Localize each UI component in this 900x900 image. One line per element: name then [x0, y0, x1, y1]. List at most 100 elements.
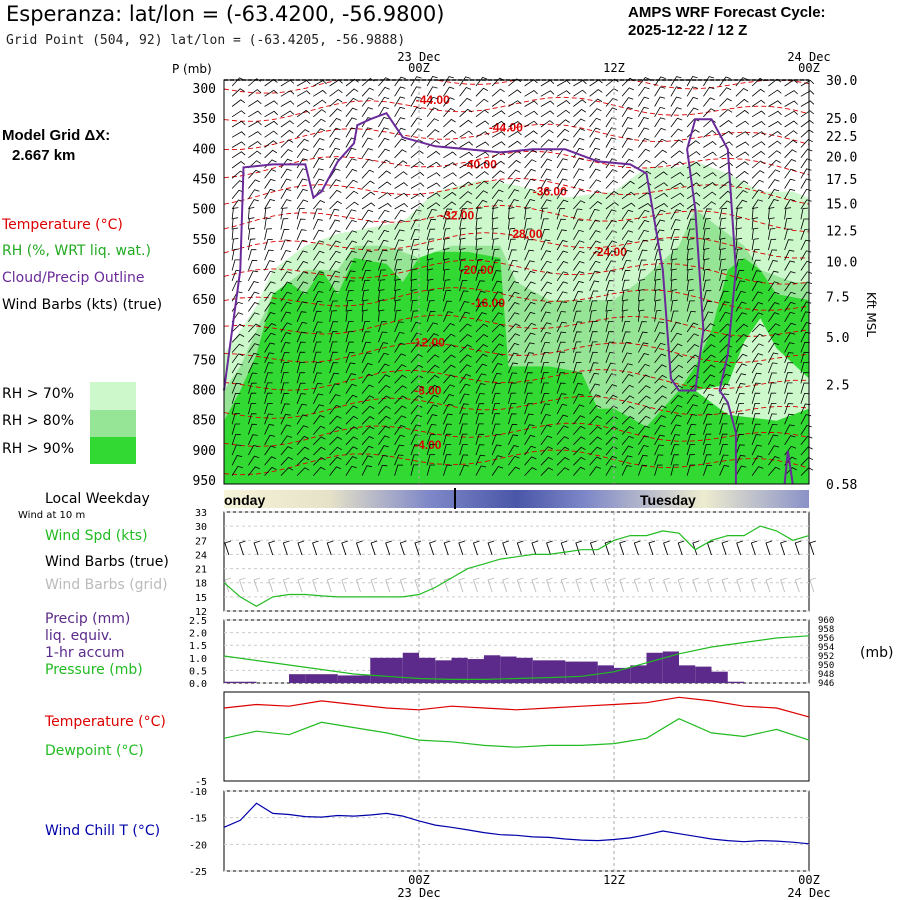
wind-barb	[329, 415, 342, 425]
wind-barb	[426, 394, 439, 405]
wind-barb	[361, 202, 376, 210]
wind-barb	[329, 108, 342, 118]
wind-barb	[638, 425, 650, 435]
wind-barb-true	[399, 540, 407, 556]
legend-rh90-swatch	[90, 437, 136, 464]
wind-barb	[459, 161, 473, 169]
wind-barb	[605, 352, 615, 363]
wind-barb	[540, 341, 551, 353]
wind-barb	[638, 353, 650, 364]
wind-barb	[784, 467, 797, 476]
wind-barb	[361, 230, 374, 241]
wind-barb	[540, 260, 552, 271]
wind-barb	[524, 100, 538, 107]
wind-barb	[589, 127, 601, 138]
wind-barb	[540, 435, 553, 446]
wind-barb	[459, 237, 466, 251]
wind-barb	[670, 107, 682, 118]
wind-barb	[394, 299, 401, 312]
wind-barb	[573, 250, 585, 261]
wind-barb	[605, 341, 615, 353]
wind-barb-true	[253, 540, 261, 556]
wind-barb	[475, 190, 488, 200]
wind-barb-grid	[604, 577, 612, 593]
precip-bar	[630, 665, 647, 683]
legend-dewpoint: Dewpoint (°C)	[45, 743, 144, 759]
wind-barb	[329, 168, 341, 179]
wind-barb	[378, 229, 390, 241]
wind-barb	[378, 239, 389, 251]
wind-barb	[491, 392, 501, 404]
wind-barb-grid	[794, 577, 802, 593]
wind-barb	[654, 127, 666, 138]
wind-barb	[751, 323, 765, 333]
wind-barb	[378, 352, 389, 364]
wind-barb	[459, 301, 470, 312]
wind-barb	[719, 423, 728, 435]
wind-barb	[556, 178, 568, 189]
wind-barb	[719, 87, 732, 97]
wind-barb-true	[589, 540, 597, 556]
precip-tick: 0.5	[189, 666, 207, 677]
wind-barb	[638, 209, 650, 220]
wind-barb	[508, 403, 517, 415]
wind-barb	[800, 79, 815, 87]
wind-barb	[638, 299, 645, 312]
wind-barb	[589, 321, 598, 333]
wind-barb-true	[809, 540, 817, 556]
wind-barb	[248, 466, 260, 476]
wind-barb	[313, 281, 324, 292]
wind-barb	[410, 139, 424, 148]
wind-barb	[654, 342, 666, 353]
isotherm-line	[223, 342, 810, 363]
wind-barb	[524, 301, 536, 312]
wind-barb	[589, 147, 601, 159]
wind-barb	[703, 290, 712, 302]
wind-barb	[329, 446, 342, 456]
wind-barb	[296, 382, 306, 394]
wind-barb	[459, 280, 468, 292]
wind-barb	[475, 76, 488, 87]
wind-barb-grid	[750, 577, 758, 593]
wind-speed-tick: 18	[195, 579, 207, 590]
wind-barb-true	[472, 540, 480, 556]
wind-barb	[491, 179, 505, 189]
wind-barb	[719, 344, 732, 353]
wind-barb	[443, 444, 452, 456]
wind-barb	[524, 392, 533, 404]
wind-barb	[394, 385, 407, 394]
wind-barb	[280, 403, 290, 415]
wind-barb	[638, 249, 648, 261]
wind-barb	[345, 230, 358, 241]
wind-barb	[264, 403, 273, 415]
dewpoint-line	[223, 718, 810, 748]
legend-rh80-label: RH > 80%	[2, 413, 75, 429]
wind-barb	[686, 404, 698, 415]
wind-barb	[491, 413, 500, 425]
wind-barb	[638, 117, 649, 128]
wind-barb	[589, 300, 598, 312]
wind-barb	[556, 351, 566, 363]
wind-barb	[703, 364, 716, 374]
precip-bar	[321, 674, 338, 683]
wind-barb	[605, 147, 617, 159]
wind-barb	[784, 239, 794, 251]
wind-barb	[491, 333, 505, 343]
wind-barb	[329, 394, 341, 405]
wind-barb	[621, 465, 632, 476]
pressure-tick: 952	[818, 652, 834, 662]
wind-barb	[313, 300, 323, 312]
wind-barb	[410, 289, 417, 302]
wind-barb	[280, 413, 291, 425]
cloud-outline-small	[783, 450, 794, 485]
wind-barb-grid	[677, 577, 685, 593]
wind-barb	[735, 413, 744, 425]
wind-barb	[296, 199, 309, 210]
wind-barb	[410, 444, 420, 456]
wind-barb	[719, 151, 733, 159]
wind-barb	[751, 160, 765, 169]
wind-barb	[394, 160, 408, 169]
pressure-tick: 956	[818, 634, 834, 644]
wind-barb	[394, 364, 407, 374]
wind-barb	[540, 322, 552, 333]
